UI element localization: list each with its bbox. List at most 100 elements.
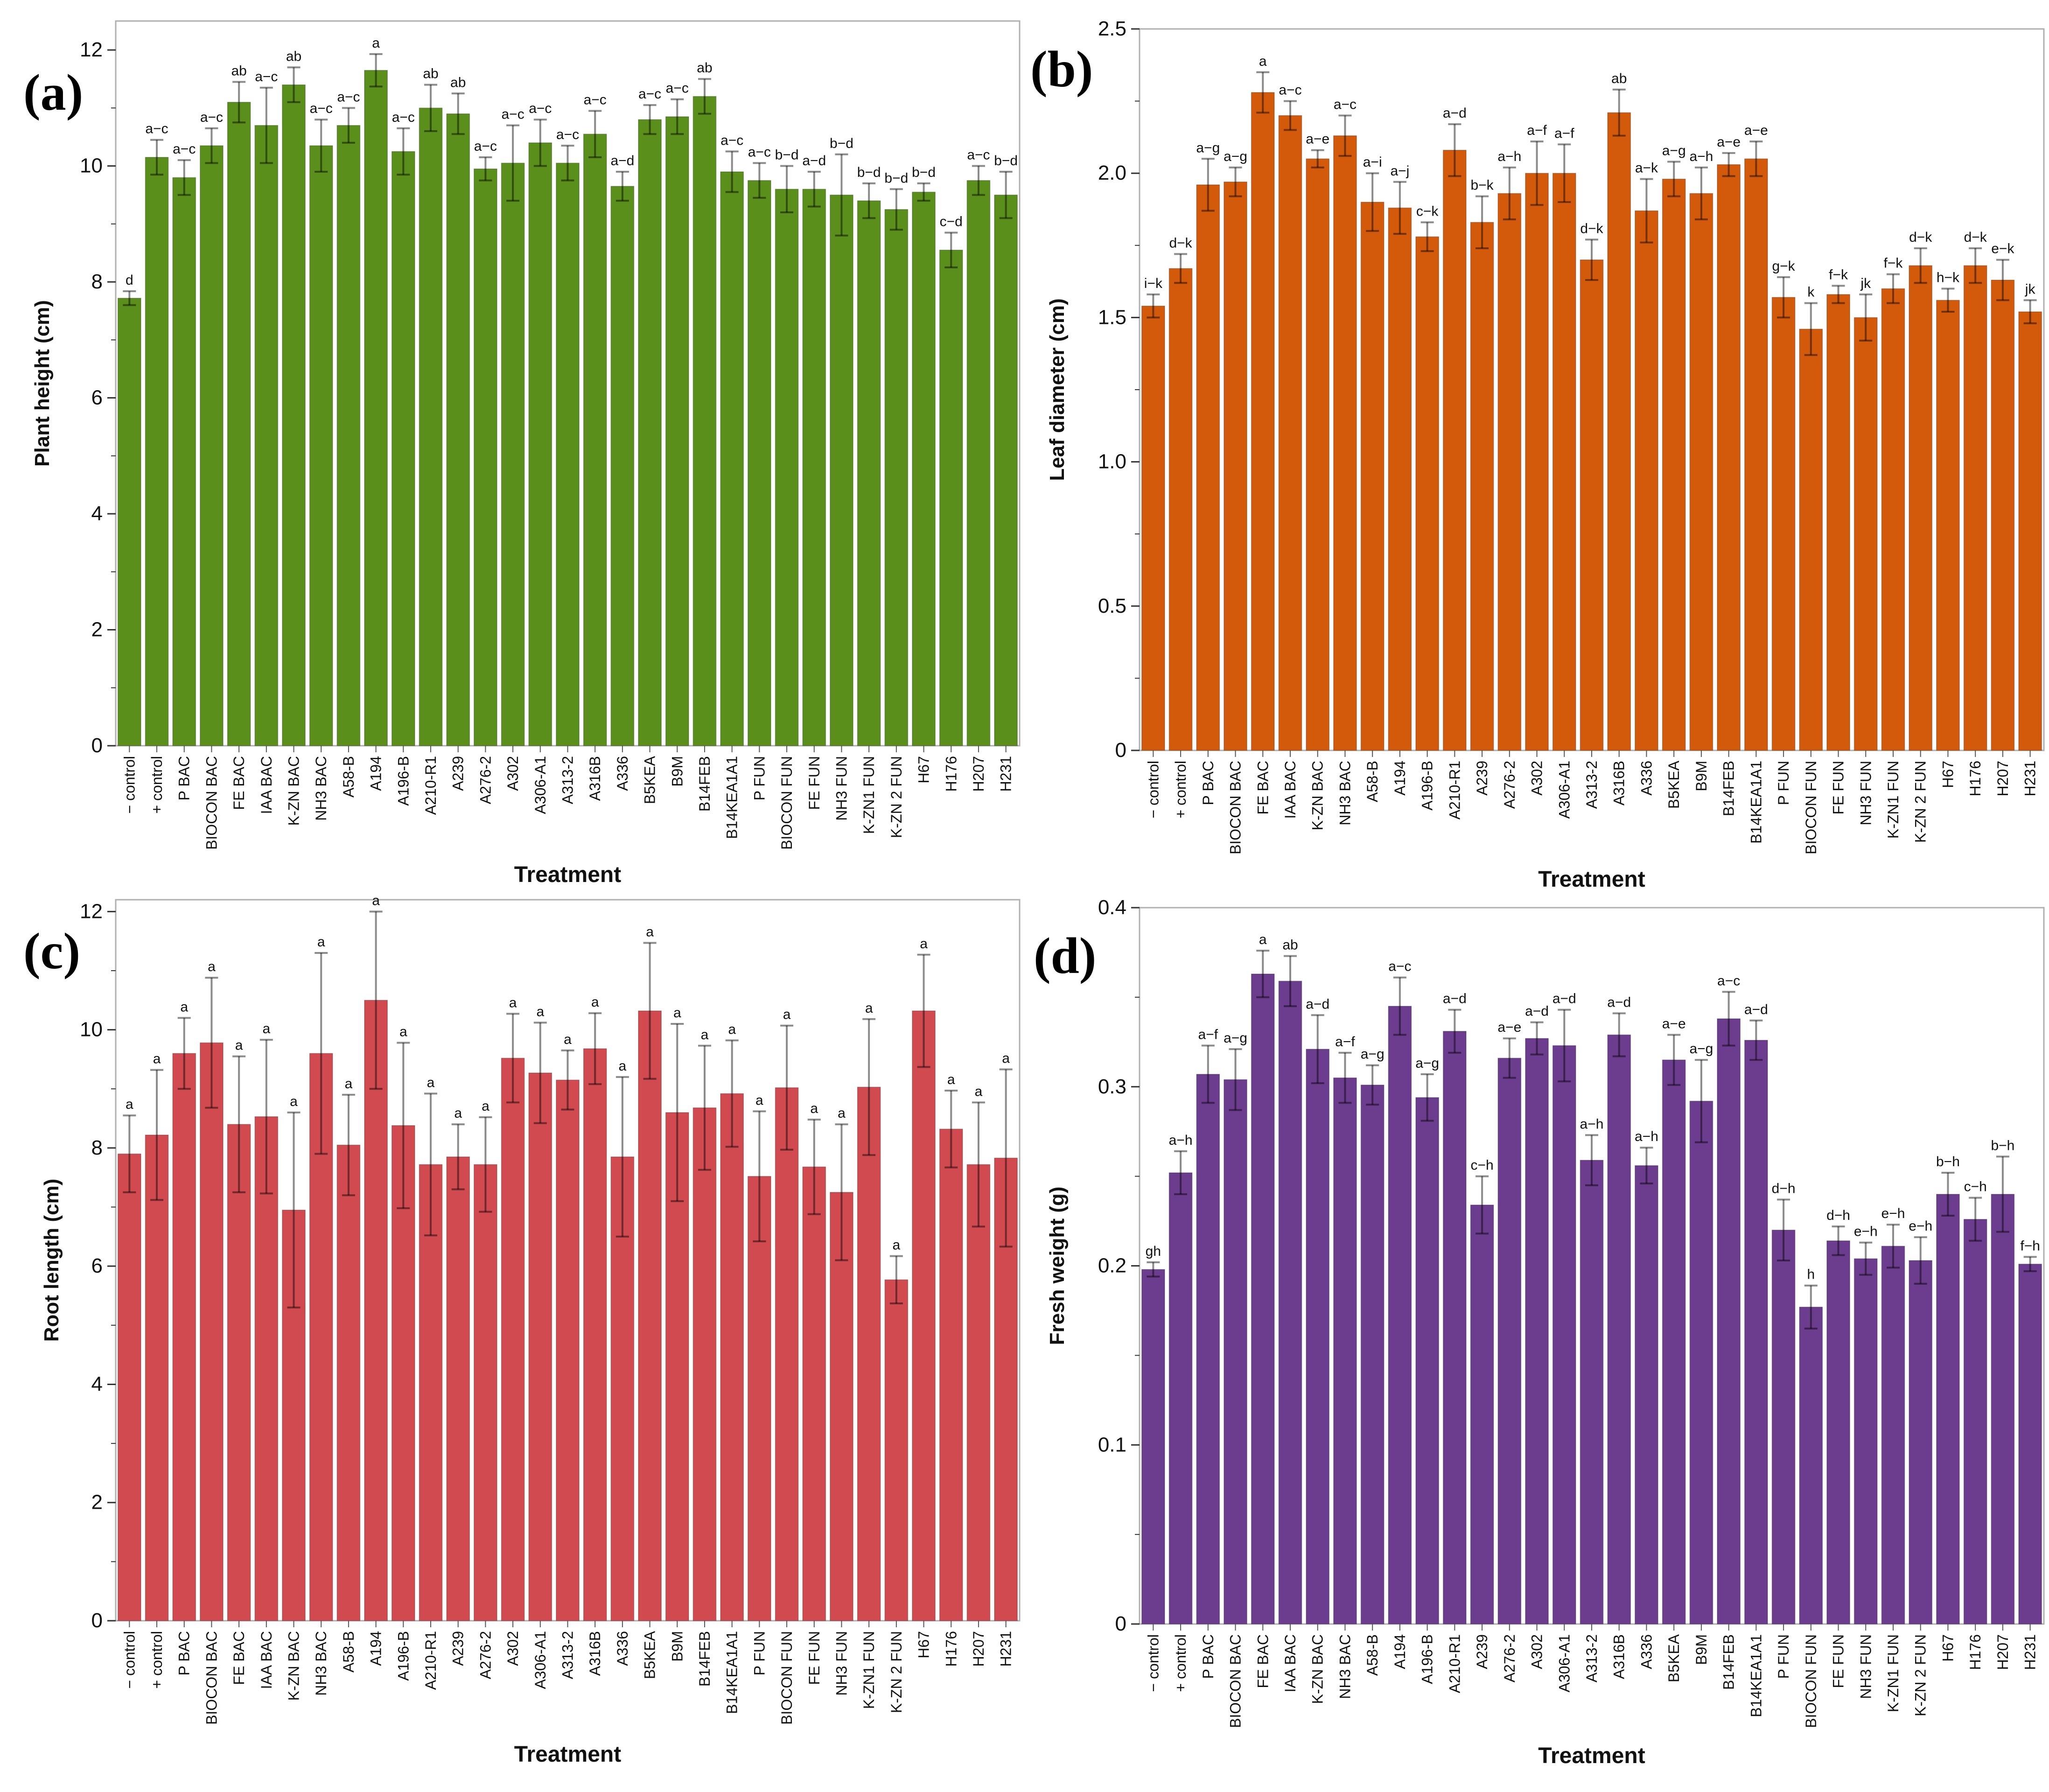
x-tick-label: BIOCON BAC [203, 1631, 220, 1725]
bar [747, 1176, 771, 1621]
bar [1744, 1040, 1768, 1624]
y-tick-label: 1.5 [1098, 306, 1126, 329]
x-tick-label: A313-2 [559, 1631, 576, 1679]
panel-d-fresh-weight: gh − control a−h + control a−f P BAC a−g BIOCON… [1034, 896, 2045, 1768]
significance-letter: a−c [173, 141, 196, 157]
significance-letter: b−d [857, 165, 881, 180]
x-tick-label: A316B [587, 1631, 603, 1676]
x-tick-label: A210-R1 [422, 756, 439, 815]
x-tick-label: A194 [1392, 761, 1408, 796]
significance-letter: a−h [1635, 1129, 1658, 1144]
x-tick-label: B9M [669, 1631, 685, 1662]
significance-letter: b−d [884, 170, 908, 186]
bar [1826, 294, 1850, 751]
x-tick-label: BIOCON BAC [1227, 761, 1244, 854]
y-tick-label: 2.5 [1098, 17, 1126, 40]
x-tick-label: H207 [970, 1631, 987, 1667]
x-tick-label: FE BAC [231, 756, 247, 810]
bar [1224, 1079, 1247, 1624]
x-tick-label: A58-B [1364, 761, 1381, 802]
bar [1470, 222, 1494, 751]
x-tick-label: H67 [1939, 761, 1956, 788]
x-tick-label: A58-B [340, 1631, 357, 1673]
bar [1168, 268, 1193, 751]
x-tick-label: A306-A1 [1556, 761, 1573, 819]
x-tick-label: K-ZN BAC [286, 1631, 302, 1701]
bar [501, 1057, 525, 1621]
x-tick-label: B14FEB [1720, 761, 1737, 816]
bar [1936, 1194, 1960, 1624]
x-tick-label: H231 [2022, 1634, 2039, 1670]
y-tick-label: 8 [91, 1136, 103, 1159]
significance-letter: a−d [1306, 996, 1329, 1012]
x-tick-label: NH3 BAC [1336, 1634, 1353, 1699]
y-tick-label: 0 [1115, 739, 1126, 762]
y-tick-label: 2 [91, 618, 103, 641]
bar [1963, 265, 1987, 751]
x-tick-label: A276-2 [1501, 1634, 1518, 1682]
significance-letter: a−g [1662, 143, 1686, 158]
x-tick-label: NH3 FUN [833, 756, 850, 821]
bar [1909, 1260, 1933, 1624]
bar [802, 189, 826, 746]
bar [1251, 92, 1275, 751]
significance-letter: a−g [1415, 1056, 1439, 1071]
bar [309, 1053, 333, 1621]
x-tick-label: H231 [998, 756, 1014, 792]
bar [1771, 297, 1796, 751]
x-tick-label: A196-B [1419, 1634, 1436, 1684]
significance-letter: b−k [1470, 178, 1494, 193]
bar [1909, 265, 1933, 751]
x-tick-label: B5KEA [642, 756, 658, 804]
x-tick-label: B14FEB [696, 756, 713, 812]
y-tick-label: 2 [91, 1491, 103, 1514]
bar [501, 162, 525, 746]
bar [474, 168, 497, 746]
bar [1388, 1006, 1412, 1624]
x-tick-label: IAA BAC [258, 1631, 275, 1689]
x-tick-label: − control [1145, 761, 1161, 819]
x-tick-label: A196-B [395, 1631, 412, 1681]
significance-letter: a−e [1306, 132, 1329, 147]
significance-letter: a−f [1335, 1034, 1355, 1050]
y-tick-label: 6 [91, 1254, 103, 1277]
x-tick-label: A239 [450, 756, 467, 791]
bar [1744, 158, 1768, 751]
x-tick-label: K-ZN 2 FUN [888, 1631, 905, 1713]
bar [1963, 1218, 1987, 1624]
significance-letter: a [838, 1106, 846, 1121]
x-tick-label: + control [1172, 761, 1189, 819]
significance-letter: a−e [1744, 123, 1768, 138]
bar [1717, 164, 1741, 751]
x-tick-label: H207 [1994, 761, 2011, 797]
x-tick-label: IAA BAC [1282, 1634, 1299, 1693]
x-tick-label: A313-2 [1583, 761, 1600, 809]
x-tick-label: FE BAC [231, 1631, 247, 1685]
y-tick-label: 0 [91, 1609, 103, 1632]
x-tick-label: A239 [1474, 761, 1490, 796]
bar [1580, 259, 1604, 751]
significance-letter: ab [1282, 938, 1298, 953]
bar [145, 157, 169, 746]
bar [1306, 1049, 1330, 1624]
x-tick-label: H67 [916, 1631, 932, 1659]
bar [1168, 1172, 1193, 1624]
bar [1635, 210, 1658, 751]
y-axis-title: Plant height (cm) [31, 300, 54, 467]
x-tick-label: FE FUN [1830, 1634, 1847, 1688]
x-tick-label: H176 [943, 756, 959, 792]
bar [994, 1157, 1018, 1621]
x-tick-label: B9M [669, 756, 685, 787]
bar [1360, 1085, 1385, 1624]
x-tick-label: A194 [368, 1631, 385, 1666]
x-tick-label: IAA BAC [1282, 761, 1299, 819]
significance-letter: a [180, 999, 188, 1015]
x-tick-label: H231 [998, 1631, 1014, 1667]
significance-letter: c−k [1416, 203, 1439, 219]
bar [638, 1010, 662, 1621]
significance-letter: a−c [720, 133, 743, 148]
significance-letter: jk [1860, 276, 1871, 291]
significance-letter: a [673, 1005, 681, 1021]
bar [1224, 182, 1247, 751]
